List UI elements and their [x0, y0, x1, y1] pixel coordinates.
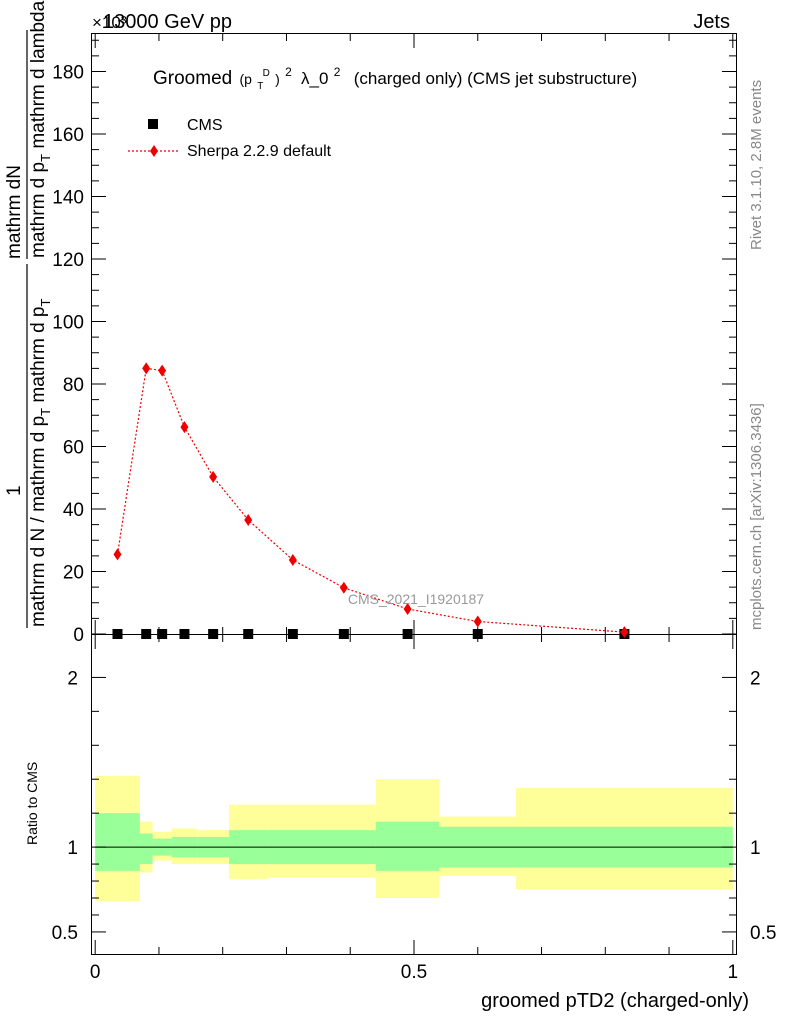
ratio-bands — [95, 775, 733, 902]
ylabel-top-den-tail: mathrm d lambda — [28, 0, 49, 154]
stat-band-7 — [375, 821, 440, 871]
energy-label: 13000 GeV pp — [103, 11, 232, 33]
main-ytick-label: 80 — [63, 375, 84, 396]
analysis-label: CMS_2021_I1920187 — [348, 591, 484, 607]
cms-point — [179, 629, 190, 639]
title-t-sub: T — [257, 81, 263, 92]
cms-point — [243, 629, 254, 639]
sherpa-point — [142, 362, 151, 375]
sherpa-point — [209, 470, 218, 483]
ylabel-top-den-sub: T — [38, 154, 53, 162]
title-p: (p — [239, 71, 252, 87]
title-suffix: (charged only) (CMS jet substructure) — [354, 69, 637, 88]
cms-point — [402, 629, 413, 639]
xtick-label: 0 — [90, 962, 101, 983]
main-ytick-label: 160 — [52, 125, 84, 146]
process-label: Jets — [693, 11, 730, 33]
sherpa-point — [339, 581, 348, 594]
site-label: mcplots.cern.ch [arXiv:1306.3436] — [748, 403, 765, 630]
ratio-y-ticks: 0.5 0.5 1 1 2 2 — [52, 668, 777, 944]
title-close: ) — [275, 71, 280, 87]
x-ticks: 0 0.5 1 — [90, 34, 738, 983]
x-axis-label: groomed pTD2 (charged-only) — [481, 990, 749, 1012]
ylabel-bottom-den-a: mathrm d N / mathrm d p — [28, 416, 49, 627]
main-ytick-label: 180 — [52, 63, 84, 84]
cms-point — [338, 629, 349, 639]
sherpa-point — [473, 615, 482, 628]
sherpa-point — [113, 548, 122, 561]
main-y-ticks: 0 20 40 60 80 100 120 140 160 180 — [52, 39, 736, 646]
rivet-label: Rivet 3.1.10, 2.8M events — [748, 80, 765, 250]
main-ytick-label: 140 — [52, 188, 84, 209]
legend-cms-marker — [148, 119, 158, 129]
sherpa-point — [244, 513, 253, 526]
ratio-ytick-label-right: 2 — [750, 668, 761, 689]
ratio-ytick-label-right: 1 — [750, 838, 761, 859]
main-ytick-label: 60 — [63, 438, 84, 459]
series-layer — [112, 362, 630, 639]
ratio-panel-frame — [91, 634, 737, 955]
ratio-y-axis-label: Ratio to CMS — [24, 762, 40, 845]
ratio-ytick-label-left: 2 — [67, 668, 78, 689]
ratio-ytick-label-left: 1 — [67, 838, 78, 859]
cms-point — [208, 629, 219, 639]
plot-title: Groomed (p T D ) 2 λ_0 2 (charged only) … — [153, 60, 637, 94]
ylabel-bottom-den-sub2: T — [38, 299, 53, 307]
sherpa-point — [158, 364, 167, 377]
main-ytick-label: 120 — [52, 250, 84, 271]
ylabel-top-den: mathrm d pT mathrm d lambda — [28, 0, 53, 258]
title-lambda: λ_0 — [301, 69, 328, 88]
title-sq: 2 — [285, 65, 292, 79]
ylabel-bottom-den-sub1: T — [38, 408, 53, 416]
ylabel-bottom-den: mathrm d N / mathrm d pT mathrm d pT — [28, 299, 53, 628]
sherpa-point — [620, 626, 629, 639]
ratio-ytick-label-left: 0.5 — [52, 923, 78, 944]
sherpa-point — [288, 553, 297, 566]
legend-cms-label: CMS — [187, 117, 223, 134]
title-prefix: Groomed — [153, 68, 232, 89]
main-ytick-label: 40 — [63, 500, 84, 521]
cms-point — [287, 629, 298, 639]
main-ytick-label: 0 — [73, 625, 84, 646]
ylabel-bottom-den-b: mathrm d p — [28, 307, 49, 408]
stat-band-0 — [95, 813, 140, 871]
legend-sherpa-marker — [150, 145, 158, 157]
cms-point — [472, 629, 483, 639]
sherpa-point — [403, 603, 412, 615]
cms-point — [157, 629, 168, 639]
title-lambda-sup: 2 — [334, 65, 341, 79]
title-d-sup: D — [263, 68, 270, 79]
main-ytick-label: 100 — [52, 313, 84, 334]
legend-sherpa-label: Sherpa 2.2.9 default — [187, 143, 332, 160]
ylabel-top-num: mathrm dN — [4, 165, 25, 259]
sherpa-point — [180, 421, 189, 434]
stat-band-1 — [139, 833, 153, 865]
exponent-label: ×10³ — [92, 13, 127, 32]
main-ytick-label: 20 — [63, 563, 84, 584]
cms-point — [141, 629, 152, 639]
xtick-label: 1 — [728, 962, 739, 983]
main-y-axis-label: mathrm dN mathrm d pT mathrm d lambda 1 … — [4, 0, 53, 628]
ylabel-top-den-main: mathrm d p — [28, 162, 49, 258]
ylabel-bottom-num: 1 — [4, 485, 25, 496]
xtick-label: 0.5 — [401, 962, 427, 983]
cms-point — [112, 629, 123, 639]
ratio-ytick-label-right: 0.5 — [750, 923, 776, 944]
